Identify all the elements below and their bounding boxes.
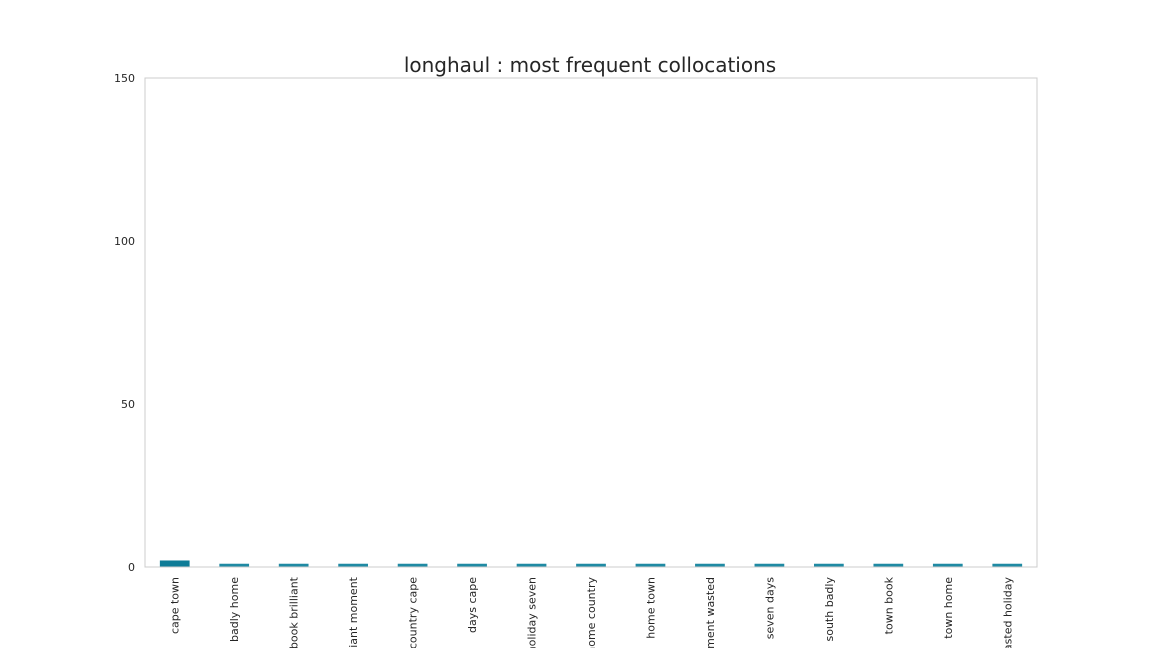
bar (338, 563, 368, 567)
bar (278, 563, 309, 567)
x-tick-label: country cape (407, 577, 420, 648)
bar (873, 563, 904, 567)
x-tick-label: seven days (763, 577, 776, 639)
y-tick-label: 100 (114, 235, 135, 248)
x-tick-label: moment wasted (704, 577, 717, 648)
x-tick-label: home country (585, 577, 598, 648)
x-tick-label: home town (644, 577, 657, 639)
x-tick-label: town book (882, 576, 895, 634)
chart-title: longhaul : most frequent collocations (404, 53, 776, 77)
x-tick-label: cape town (169, 577, 182, 634)
bar (397, 563, 428, 567)
bars (159, 560, 1023, 567)
x-tick-label: south badly (823, 577, 836, 642)
y-tick-label: 50 (121, 398, 135, 411)
bar (695, 563, 725, 567)
bar (576, 563, 606, 567)
x-tick-label: wasted holiday (1001, 577, 1014, 648)
bar (457, 563, 487, 567)
x-axis: cape town badly home book brilliant brillia… (169, 576, 1015, 648)
bar (219, 563, 250, 567)
y-tick-label: 150 (114, 72, 135, 85)
x-tick-label: book brilliant (288, 576, 301, 648)
x-tick-label: brilliant moment (347, 576, 360, 648)
bar (754, 563, 785, 567)
x-tick-label: days cape (466, 577, 479, 633)
y-axis: 0 50 100 150 (114, 72, 135, 574)
x-tick-label: badly home (228, 577, 241, 642)
bar (932, 563, 963, 567)
bar (814, 563, 844, 567)
bar (635, 563, 666, 567)
x-tick-label: holiday seven (526, 577, 539, 648)
plot-frame (144, 77, 1038, 568)
bar (159, 560, 190, 567)
y-tick-label: 0 (128, 561, 135, 574)
bar (992, 563, 1023, 567)
bar (516, 563, 547, 567)
x-tick-label: town home (942, 577, 955, 639)
